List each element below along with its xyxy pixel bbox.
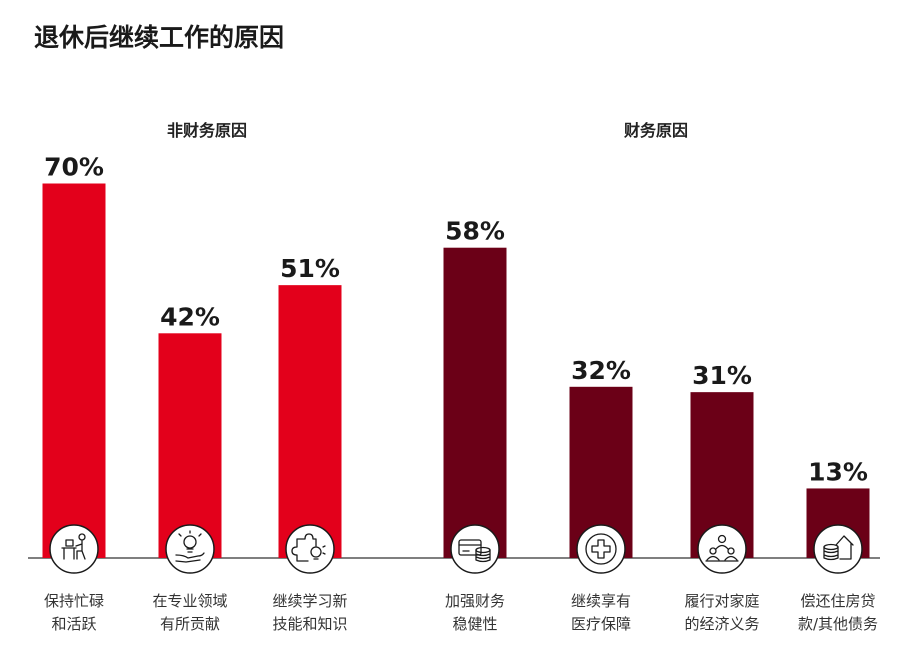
category-label: 履行对家庭 [684,592,759,610]
value-label: 32% [571,356,631,385]
bar-0-1 [158,333,222,558]
category-label: 在专业领域 [152,592,227,610]
group-label-financial: 财务原因 [623,121,688,140]
bar-0-0 [42,183,106,558]
bar-1-0 [443,247,507,558]
category-label: 保持忙碌 [44,592,104,610]
house-coins-icon [813,524,863,574]
person-at-desk-icon [49,524,99,574]
medical-cross-icon [576,524,626,574]
puzzle-lightbulb-icon [285,524,335,574]
category-label: 技能和知识 [272,615,347,633]
value-label: 58% [445,217,505,246]
category-label: 款/其他债务 [798,615,878,633]
category-label: 的经济义务 [684,615,759,633]
category-label: 有所贡献 [160,615,220,633]
value-label: 42% [160,302,220,331]
value-label: 70% [44,153,104,182]
group-label-non-financial: 非财务原因 [167,121,247,140]
card-coins-icon [450,524,500,574]
category-label: 继续享有 [571,592,631,610]
value-label: 51% [280,254,340,283]
chart-title: 退休后继续工作的原因 [34,23,284,52]
lightbulb-hand-icon [165,524,215,574]
category-label: 继续学习新 [272,592,347,610]
category-label: 和活跃 [51,615,96,633]
category-label: 医疗保障 [571,615,631,633]
category-label: 加强财务 [445,592,505,610]
category-label: 偿还住房贷 [800,592,875,610]
bar-0-2 [278,285,342,558]
family-icon [697,524,747,574]
value-label: 13% [808,457,868,486]
value-label: 31% [692,361,752,390]
category-label: 稳健性 [452,615,497,633]
